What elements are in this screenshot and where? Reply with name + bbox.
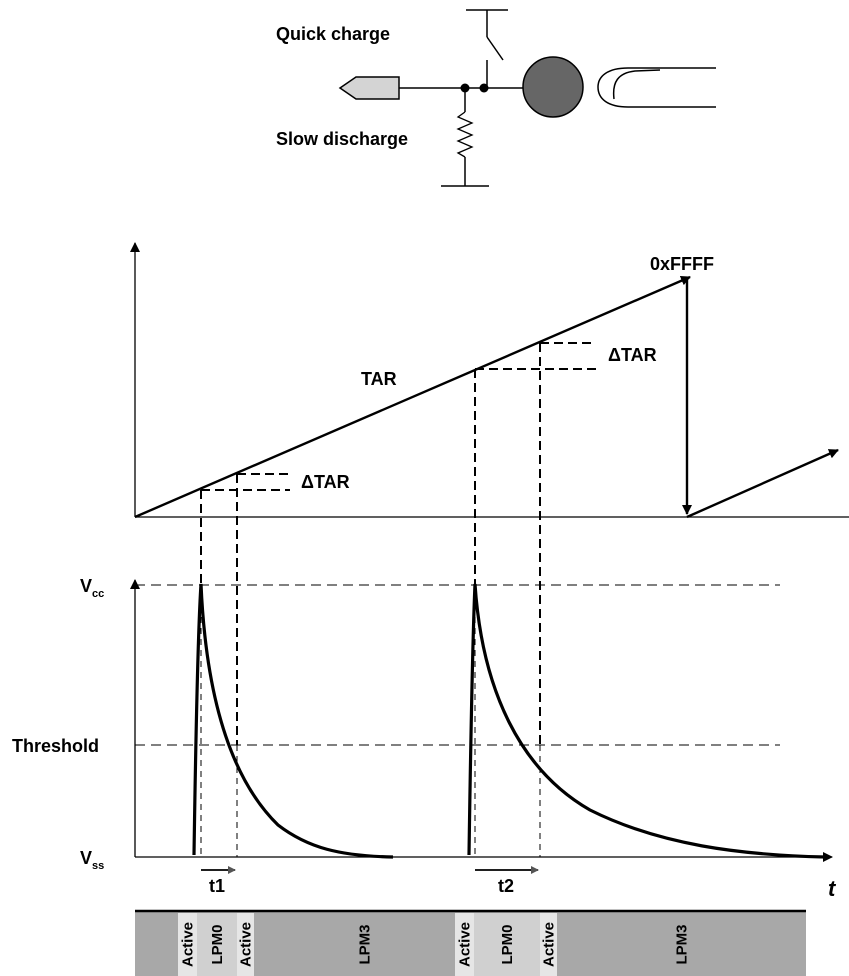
quick-charge-label: Quick charge	[276, 24, 390, 44]
vss-label: Vss	[80, 848, 104, 872]
threshold-label: Threshold	[12, 736, 99, 756]
mode-segment-lpm0	[197, 913, 237, 976]
time-axis-label: t	[828, 876, 837, 901]
mode-label-active: Active	[180, 922, 197, 967]
delta-tar-label: ΔTAR	[608, 345, 657, 365]
delta-tar-2: ΔTAR	[475, 342, 657, 370]
mode-segment-active	[178, 913, 197, 976]
finger-icon	[597, 67, 716, 108]
delta-tar-label: ΔTAR	[301, 472, 350, 492]
max-count-label: 0xFFFF	[650, 254, 714, 274]
discharge-curve-1	[192, 583, 394, 859]
power-mode-bar: Active LPM0 Active LPM3 Active LPM0 Active LPM3	[135, 909, 806, 976]
tar-label: TAR	[361, 369, 397, 389]
slow-discharge-label: Slow discharge	[276, 129, 408, 149]
mode-segment-active	[455, 913, 474, 976]
mode-segment-active	[237, 913, 254, 976]
mode-label-lpm3: LPM3	[357, 924, 374, 964]
mode-segment-lpm3	[557, 913, 806, 976]
circuit-schematic: Quick charge Slow discharge	[276, 9, 716, 187]
mode-segment-active	[540, 913, 557, 976]
mode-label-active: Active	[541, 922, 558, 967]
touch-pad-icon	[522, 56, 584, 118]
sensor-pin-icon	[338, 76, 400, 100]
mode-label-lpm3: LPM3	[674, 924, 691, 964]
discharge-curve-2	[467, 583, 826, 859]
voltage-graph: Vcc Threshold Vss t t1 t2	[12, 576, 837, 901]
timer-graph: TAR 0xFFFF ΔTAR ΔTAR	[130, 242, 849, 745]
tar-restart-line	[686, 448, 839, 519]
interval-t2-label: t2	[498, 876, 514, 896]
interval-t1-label: t1	[209, 876, 225, 896]
mode-label-active: Active	[238, 922, 255, 967]
mode-label-lpm0: LPM0	[209, 924, 226, 964]
delta-tar-1: ΔTAR	[201, 472, 350, 492]
tar-ramp-line	[134, 275, 691, 519]
switch-icon	[466, 9, 508, 88]
vcc-label: Vcc	[80, 576, 104, 600]
mode-segment-lpm3	[254, 913, 475, 976]
resistor-icon	[441, 88, 489, 187]
mode-segment-lpm0	[474, 913, 540, 976]
mode-label-lpm0: LPM0	[499, 924, 516, 964]
mode-label-active: Active	[457, 922, 474, 967]
